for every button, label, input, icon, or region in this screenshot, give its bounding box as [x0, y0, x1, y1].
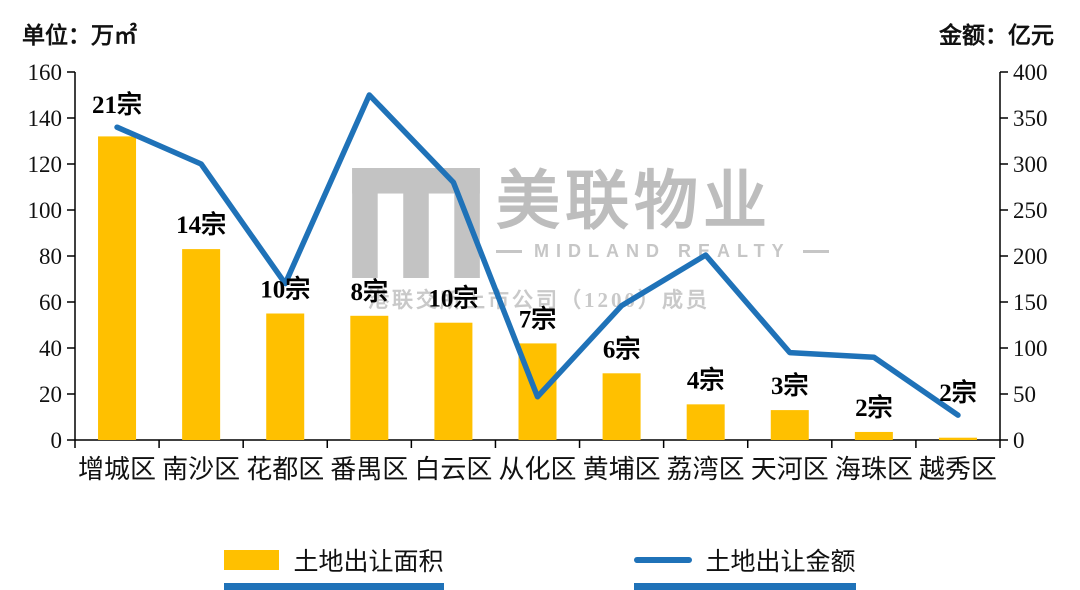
right-axis-tick-label: 50 [1013, 382, 1036, 407]
area-bar [602, 373, 641, 440]
bar-count-label: 3宗 [771, 371, 809, 400]
amount-series-swatch [633, 557, 692, 563]
left-axis-tick-label: 120 [28, 152, 63, 177]
bar-count-label: 7宗 [519, 304, 557, 333]
x-category-label: 花都区 [246, 455, 324, 484]
bar-count-label: 2宗 [855, 393, 893, 422]
area-series-swatch [224, 550, 280, 570]
x-category-label: 增城区 [78, 455, 156, 484]
right-axis-tick-label: 250 [1013, 198, 1048, 223]
right-axis-unit-label: 金额：亿元 [939, 23, 1054, 48]
legend-underline-bar [224, 583, 444, 590]
left-axis-tick-label: 160 [28, 60, 63, 85]
right-axis-tick-label: 100 [1013, 336, 1048, 361]
legend-underline-line [633, 583, 856, 590]
area-series-label: 土地出让面积 [293, 549, 444, 576]
area-bar [854, 431, 893, 440]
x-category-label: 越秀区 [919, 455, 997, 484]
right-axis-tick-label: 0 [1013, 428, 1025, 453]
right-axis-tick-label: 200 [1013, 244, 1048, 269]
left-axis-tick-label: 20 [39, 382, 62, 407]
bar-count-label: 4宗 [687, 365, 725, 394]
right-axis-tick-label: 300 [1013, 152, 1048, 177]
watermark-brand: 美联物业 [496, 165, 772, 237]
x-category-label: 天河区 [751, 455, 829, 484]
left-axis-unit-label: 单位：万㎡ [22, 23, 137, 48]
watermark-text-block: 美联物业 MIDLAND REALTY [496, 165, 829, 262]
midland-logo-icon [352, 168, 480, 278]
x-category-label: 荔湾区 [667, 455, 745, 484]
legend: 土地出让面积 土地出让金额 [0, 542, 1080, 590]
right-axis-tick-label: 150 [1013, 290, 1048, 315]
left-axis-tick-label: 100 [28, 198, 63, 223]
x-category-label: 黄埔区 [583, 455, 661, 484]
left-axis-tick-label: 140 [28, 106, 63, 131]
right-axis-tick-label: 350 [1013, 106, 1048, 131]
left-axis-tick-label: 80 [39, 244, 62, 269]
x-category-label: 番禺区 [330, 455, 408, 484]
watermark-note: 港联交所上市公司（1200）成员 [368, 288, 710, 312]
area-bar [770, 410, 809, 440]
left-axis-tick-label: 0 [51, 428, 63, 453]
area-bar [434, 322, 473, 440]
right-axis-tick-label: 400 [1013, 60, 1048, 85]
area-bar [686, 404, 725, 440]
x-category-label: 白云区 [414, 455, 492, 484]
bar-count-label: 21宗 [92, 90, 142, 119]
x-category-label: 海珠区 [835, 455, 913, 484]
left-axis-tick-label: 40 [39, 336, 62, 361]
area-bar [938, 437, 977, 440]
legend-item-area: 土地出让面积 [224, 542, 444, 590]
bar-count-label: 8宗 [351, 277, 389, 306]
bar-count-label: 2宗 [939, 378, 977, 407]
area-bar [98, 136, 137, 440]
bar-count-label: 10宗 [260, 275, 310, 304]
area-bar [182, 249, 221, 440]
legend-item-amount: 土地出让金额 [633, 542, 856, 590]
bar-count-label: 6宗 [603, 334, 641, 363]
x-category-label: 从化区 [498, 455, 576, 484]
land-sale-combo-chart: 0 20 40 60 80 100 120 140 160 0 50 100 150 200 250 300 3… [28, 60, 1048, 484]
x-category-label: 南沙区 [162, 455, 240, 484]
bar-count-label: 10宗 [428, 284, 478, 313]
area-bar [350, 315, 389, 440]
watermark: 美联物业 MIDLAND REALTY [352, 165, 829, 278]
amount-line [114, 92, 961, 418]
area-bar [266, 313, 305, 440]
left-axis-tick-label: 60 [39, 290, 62, 315]
amount-series-label: 土地出让金额 [705, 549, 856, 576]
watermark-subtitle-text: MIDLAND REALTY [534, 241, 791, 262]
watermark-subtitle: MIDLAND REALTY [496, 241, 829, 262]
bar-count-label: 14宗 [176, 210, 226, 239]
